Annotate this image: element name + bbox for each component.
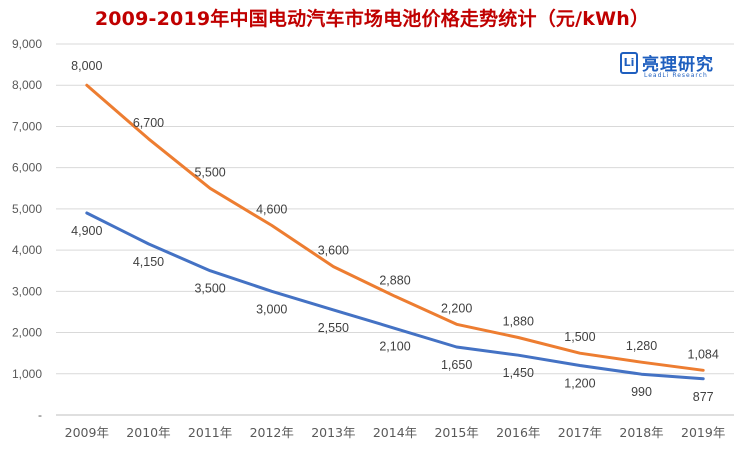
data-label-lower: 2,100 [379, 339, 410, 353]
y-tick-label: 8,000 [12, 78, 42, 92]
x-tick-label: 2010年 [126, 425, 170, 440]
x-tick-label: 2019年 [681, 425, 725, 440]
x-tick-label: 2009年 [65, 425, 109, 440]
data-label-upper: 4,600 [256, 202, 287, 216]
x-tick-label: 2013年 [311, 425, 355, 440]
y-tick-label: 5,000 [12, 202, 42, 216]
data-label-lower: 4,900 [71, 224, 102, 238]
data-label-upper: 2,880 [379, 273, 410, 287]
chart-title: 2009-2019年中国电动汽车市场电池价格走势统计（元/kWh） [94, 8, 650, 30]
data-label-upper: 1,084 [688, 347, 719, 361]
logo-mark-icon: Li [620, 52, 638, 74]
x-tick-label: 2015年 [434, 425, 478, 440]
data-label-upper: 1,880 [503, 315, 534, 329]
x-tick-label: 2017年 [558, 425, 602, 440]
data-label-lower: 990 [631, 385, 652, 399]
data-label-upper: 3,600 [318, 244, 349, 258]
data-label-upper: 2,200 [441, 301, 472, 315]
data-label-lower: 3,000 [256, 302, 287, 316]
data-label-lower: 2,550 [318, 321, 349, 335]
y-tick-label: 3,000 [12, 284, 42, 298]
data-label-upper: 8,000 [71, 59, 102, 73]
x-tick-label: 2018年 [619, 425, 663, 440]
data-label-lower: 3,500 [194, 282, 225, 296]
series-line-lower [85, 211, 705, 381]
y-tick-label: - [38, 408, 42, 422]
brand-logo: Li 亮理研究 LeadLi Research [620, 50, 738, 80]
data-label-upper: 6,700 [133, 116, 164, 130]
data-label-lower: 1,450 [503, 366, 534, 380]
y-tick-label: 1,000 [12, 367, 42, 381]
data-label-upper: 5,500 [194, 165, 225, 179]
y-tick-label: 4,000 [12, 243, 42, 257]
data-label-upper: 1,500 [564, 330, 595, 344]
data-label-lower: 4,150 [133, 255, 164, 269]
data-label-upper: 1,280 [626, 339, 657, 353]
x-tick-label: 2012年 [250, 425, 294, 440]
data-label-lower: 877 [693, 390, 714, 404]
series-line-upper [85, 83, 705, 372]
data-label-lower: 1,200 [564, 377, 595, 391]
data-label-lower: 1,650 [441, 358, 472, 372]
x-tick-label: 2016年 [496, 425, 540, 440]
y-tick-label: 7,000 [12, 119, 42, 133]
x-tick-label: 2011年 [188, 425, 232, 440]
logo-subtitle: LeadLi Research [644, 72, 708, 79]
y-tick-label: 9,000 [12, 37, 42, 51]
x-tick-label: 2014年 [373, 425, 417, 440]
y-tick-label: 6,000 [12, 161, 42, 175]
logo-name: 亮理研究 [642, 55, 714, 75]
y-tick-label: 2,000 [12, 326, 42, 340]
